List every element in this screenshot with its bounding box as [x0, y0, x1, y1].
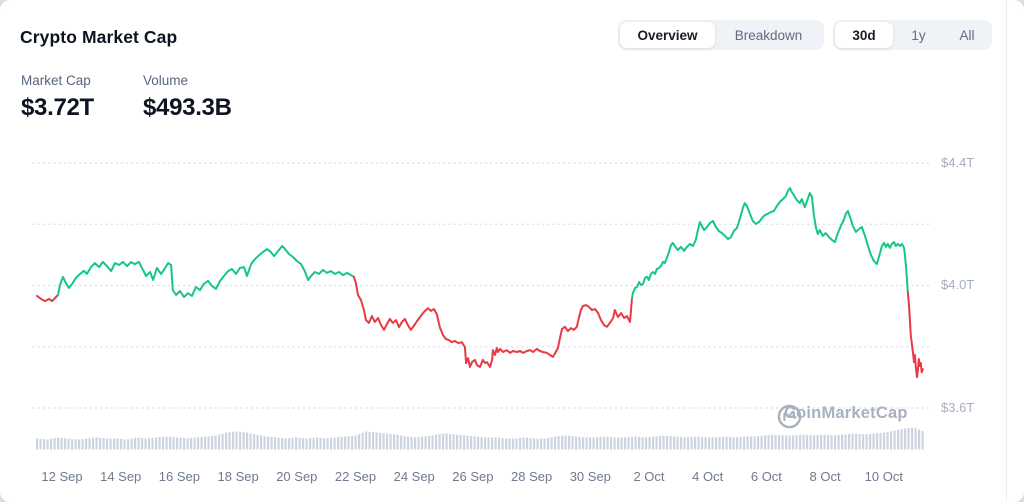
x-axis-tick: 28 Sep	[510, 469, 553, 484]
stat-volume: Volume $493.3B	[143, 73, 232, 122]
x-axis-tick: 8 Oct	[809, 469, 841, 484]
range-toggle: 30d 1y All	[833, 20, 992, 50]
y-axis-tick: $4.4T	[941, 154, 975, 170]
page-title: Crypto Market Cap	[20, 27, 178, 47]
x-axis-tick: 2 Oct	[633, 469, 665, 484]
coinmarketcap-watermark: CoinMarketCap	[777, 404, 908, 429]
x-axis-tick: 30 Sep	[569, 469, 611, 484]
y-axis-tick: $4.0T	[941, 277, 975, 292]
x-axis-tick: 26 Sep	[452, 469, 494, 484]
stats-row: Market Cap $3.72T Volume $493.3B	[21, 73, 232, 122]
tab-breakdown[interactable]: Breakdown	[715, 22, 822, 48]
right-divider	[1006, 0, 1007, 502]
x-axis-tick: 6 Oct	[750, 469, 782, 484]
y-axis-tick: $3.6T	[941, 399, 975, 415]
range-30d[interactable]: 30d	[835, 22, 893, 48]
stat-label: Volume	[143, 73, 189, 88]
stat-value: $3.72T	[21, 94, 94, 121]
x-axis-tick: 10 Oct	[864, 469, 903, 484]
range-all[interactable]: All	[944, 22, 990, 48]
x-axis-tick: 20 Sep	[276, 469, 318, 484]
x-axis-tick: 24 Sep	[393, 469, 435, 484]
x-axis-tick: 12 Sep	[41, 469, 83, 484]
range-1y[interactable]: 1y	[893, 22, 944, 48]
stat-label: Market Cap	[21, 73, 91, 88]
view-toggle: Overview Breakdown	[618, 20, 824, 50]
stat-market-cap: Market Cap $3.72T	[21, 73, 143, 122]
watermark-text: CoinMarketCap	[784, 404, 908, 422]
market-cap-chart[interactable]: CoinMarketCap $4.4T $4.0T $3.6T 12 Sep 14 Se…	[0, 140, 1024, 502]
x-axis-tick: 22 Sep	[334, 469, 377, 484]
chart-canvas[interactable]	[0, 140, 1024, 502]
stat-value: $493.3B	[143, 94, 232, 121]
x-axis-tick: 18 Sep	[217, 469, 259, 484]
x-axis-tick: 4 Oct	[692, 469, 724, 484]
x-axis-tick: 14 Sep	[100, 469, 142, 484]
x-axis-tick: 16 Sep	[158, 469, 200, 484]
tab-overview[interactable]: Overview	[620, 22, 715, 48]
